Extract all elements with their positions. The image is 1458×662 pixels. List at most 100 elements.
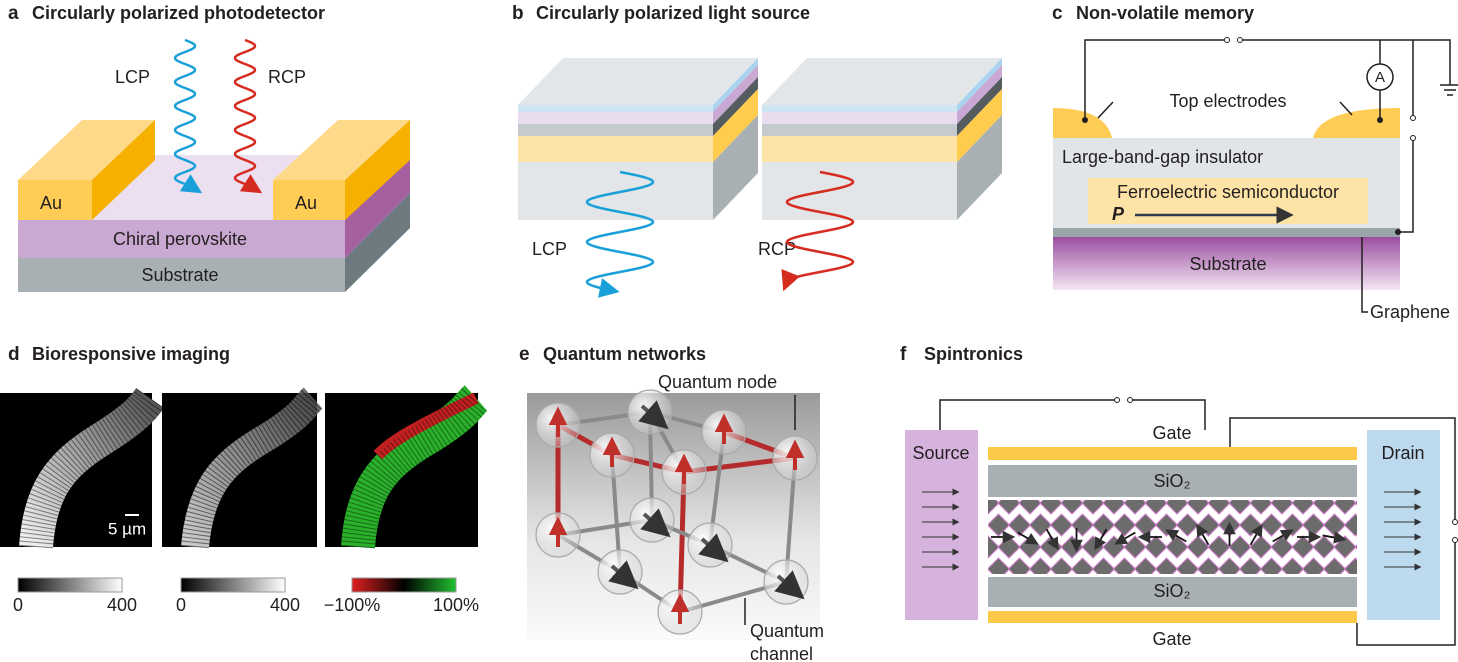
panel-label: c <box>1052 3 1063 24</box>
circuit-part <box>1452 537 1458 543</box>
panel-f: f Spintronics Source Drain Gate Gate SiO… <box>900 344 1458 649</box>
octahedron <box>1270 500 1294 515</box>
device-block-part <box>273 120 410 180</box>
octahedron <box>1186 535 1210 559</box>
layer <box>762 124 957 136</box>
layer-side <box>957 65 1002 124</box>
octahedron <box>997 535 1021 559</box>
octahedron <box>1291 500 1315 515</box>
light-wave <box>585 170 655 298</box>
octahedron <box>1112 513 1137 537</box>
layer-side <box>713 89 758 162</box>
octahedron <box>1102 500 1126 515</box>
octahedron <box>1144 535 1168 559</box>
led-block <box>518 58 1002 220</box>
device-block-part <box>18 258 345 292</box>
oxide-label: SiO₂ <box>1154 581 1191 601</box>
colorbar-part <box>351 577 457 593</box>
octahedron <box>997 500 1021 515</box>
layer-side <box>713 115 758 220</box>
drain-label: Drain <box>1381 443 1424 463</box>
memory-device-part <box>1313 108 1400 138</box>
octahedron <box>1301 557 1326 574</box>
spin-arrow <box>1196 523 1210 546</box>
circuit-part <box>1084 39 1451 120</box>
layer <box>762 105 957 112</box>
electrode-label: Au <box>295 193 317 213</box>
spin-arrow <box>1017 531 1039 545</box>
layer-side <box>957 89 1002 162</box>
octahedron <box>1280 557 1305 574</box>
octahedron <box>1081 500 1105 515</box>
leader-line <box>744 395 796 625</box>
circuit-part <box>1377 117 1383 123</box>
panel-title: Non-volatile memory <box>1076 3 1254 23</box>
panel-title: Quantum networks <box>543 344 706 364</box>
lcp-label: LCP <box>115 67 150 87</box>
quantum-network <box>535 389 818 635</box>
octahedron <box>1196 557 1221 574</box>
layer-label: Chiral perovskite <box>113 229 247 249</box>
octahedron <box>1175 557 1200 574</box>
layer-side <box>957 58 1002 112</box>
memory-device-part <box>1053 228 1400 237</box>
octahedron <box>1249 535 1273 559</box>
top-face <box>518 58 758 105</box>
device-block-part <box>18 180 92 220</box>
memory-device-part <box>1053 108 1112 138</box>
circuit-part <box>1395 229 1401 235</box>
octahedron <box>1186 500 1210 515</box>
layer-label: Large-band-gap insulator <box>1062 147 1263 167</box>
octahedron <box>1123 500 1147 515</box>
octahedron <box>1291 535 1315 559</box>
colorbar-label: 400 <box>270 595 300 615</box>
micrograph <box>0 385 488 549</box>
octahedron <box>1333 500 1357 515</box>
octahedron <box>1333 535 1357 559</box>
circuit-part <box>1410 115 1416 121</box>
spin-arrow <box>1094 528 1108 551</box>
octahedron <box>1259 557 1284 574</box>
colorbar-label: 400 <box>107 595 137 615</box>
device-block-part <box>345 193 410 292</box>
octahedron <box>1301 513 1326 537</box>
spin-arrow <box>1045 528 1059 551</box>
spin-arrow <box>1249 523 1263 546</box>
transistor <box>905 430 1440 623</box>
circuit <box>1082 37 1458 313</box>
spin <box>602 436 622 467</box>
layer <box>762 136 957 162</box>
spin <box>774 570 805 600</box>
octahedron <box>1312 500 1336 515</box>
device-block-part <box>18 120 155 180</box>
rcp-label: RCP <box>758 239 796 259</box>
layer-label: Substrate <box>1189 254 1266 274</box>
panel-b: b Circularly polarized light source LCP … <box>512 3 1002 259</box>
colorbar-label: 0 <box>176 595 186 615</box>
memory-device <box>1053 108 1400 290</box>
octahedron <box>1123 535 1147 559</box>
device-block-part <box>345 120 410 220</box>
top-face <box>762 58 1002 105</box>
octahedron <box>1102 535 1126 559</box>
layer-label: Ferroelectric semiconductor <box>1117 182 1339 202</box>
octahedron <box>1154 557 1179 574</box>
gate-label: Gate <box>1152 629 1191 649</box>
transistor-part <box>1367 430 1440 620</box>
circuit-part <box>1127 397 1133 403</box>
light-wave <box>233 38 263 194</box>
circuit-part <box>1440 84 1458 96</box>
spin <box>608 560 639 590</box>
octahedron <box>1207 535 1231 559</box>
quantum-channel <box>677 471 687 613</box>
layer-label: Graphene <box>1370 302 1450 322</box>
layer-side <box>957 115 1002 220</box>
circuit-part <box>1410 135 1416 141</box>
circuit-part <box>1224 37 1230 43</box>
spin <box>674 453 694 484</box>
octahedron <box>1039 535 1063 559</box>
layer-side <box>957 77 1002 136</box>
electrode-label: Top electrodes <box>1169 91 1286 111</box>
octahedron <box>1270 535 1294 559</box>
